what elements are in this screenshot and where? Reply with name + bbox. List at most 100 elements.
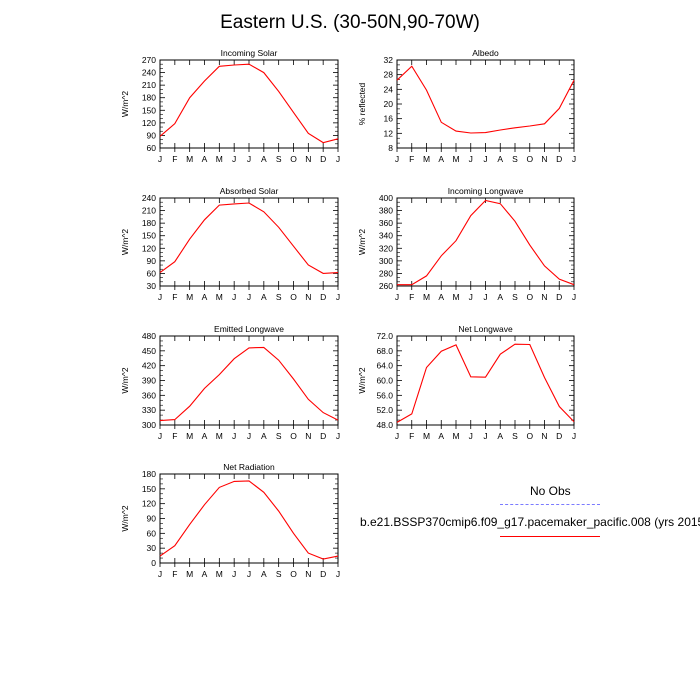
- x-tick-label: J: [247, 292, 251, 302]
- x-tick-label: J: [247, 569, 251, 579]
- y-tick-label: 60: [147, 528, 157, 538]
- x-tick-label: S: [512, 292, 518, 302]
- x-tick-label: M: [186, 569, 193, 579]
- x-tick-label: M: [423, 154, 430, 164]
- y-tick-label: 240: [142, 68, 156, 78]
- y-tick-label: 20: [384, 99, 394, 109]
- x-tick-label: N: [305, 431, 311, 441]
- y-tick-label: 320: [379, 243, 393, 253]
- x-tick-label: A: [261, 569, 267, 579]
- y-tick-label: 56.0: [376, 390, 393, 400]
- y-tick-label: 68.0: [376, 346, 393, 356]
- x-tick-label: A: [202, 569, 208, 579]
- y-tick-label: 64.0: [376, 361, 393, 371]
- y-tick-label: 24: [384, 84, 394, 94]
- y-tick-label: 210: [142, 206, 156, 216]
- x-tick-label: J: [158, 431, 162, 441]
- x-tick-label: J: [232, 431, 236, 441]
- y-tick-label: 270: [142, 55, 156, 65]
- x-tick-label: S: [512, 154, 518, 164]
- y-tick-label: 400: [379, 193, 393, 203]
- y-tick-label: 280: [379, 268, 393, 278]
- x-tick-label: N: [541, 431, 547, 441]
- x-tick-label: M: [452, 431, 459, 441]
- x-tick-label: J: [158, 292, 162, 302]
- panel-title: Net Longwave: [458, 324, 513, 334]
- x-tick-label: O: [526, 154, 533, 164]
- x-tick-label: D: [556, 292, 562, 302]
- chart-panel-6: Net Longwave W/m^2 48.0 52.0 56.0 60.0 64.0 68.…: [357, 324, 576, 441]
- x-tick-label: M: [216, 154, 223, 164]
- x-tick-label: M: [452, 292, 459, 302]
- x-tick-label: J: [232, 292, 236, 302]
- y-tick-label: 210: [142, 80, 156, 90]
- x-tick-label: J: [395, 431, 399, 441]
- y-axis-label: W/m^2: [120, 367, 130, 393]
- y-tick-label: 30: [147, 281, 157, 291]
- y-tick-label: 52.0: [376, 405, 393, 415]
- y-axis-label: W/m^2: [357, 367, 367, 393]
- x-tick-label: M: [216, 569, 223, 579]
- y-axis-label: W/m^2: [120, 505, 130, 531]
- y-tick-label: 150: [142, 231, 156, 241]
- x-tick-label: S: [512, 431, 518, 441]
- y-tick-label: 32: [384, 55, 394, 65]
- x-tick-label: O: [290, 154, 297, 164]
- x-tick-label: J: [483, 154, 487, 164]
- x-tick-label: N: [305, 154, 311, 164]
- y-tick-label: 28: [384, 70, 394, 80]
- y-tick-label: 16: [384, 114, 394, 124]
- series-line: [159, 480, 339, 560]
- x-tick-label: F: [409, 154, 414, 164]
- x-tick-label: J: [483, 431, 487, 441]
- x-tick-label: J: [158, 154, 162, 164]
- y-tick-label: 330: [142, 405, 156, 415]
- x-tick-label: M: [186, 292, 193, 302]
- x-tick-label: A: [261, 154, 267, 164]
- y-tick-label: 0: [151, 558, 156, 568]
- x-tick-label: A: [202, 292, 208, 302]
- y-tick-label: 450: [142, 346, 156, 356]
- x-tick-label: M: [186, 431, 193, 441]
- x-tick-label: M: [216, 292, 223, 302]
- x-tick-label: O: [526, 292, 533, 302]
- plot-frame: [159, 473, 339, 564]
- x-tick-label: A: [497, 292, 503, 302]
- y-axis-label: % reflected: [357, 82, 367, 125]
- y-tick-label: 360: [379, 218, 393, 228]
- x-tick-label: D: [320, 154, 326, 164]
- x-tick-label: J: [572, 431, 576, 441]
- y-axis-label: W/m^2: [120, 229, 130, 255]
- x-tick-label: M: [216, 431, 223, 441]
- x-tick-label: M: [423, 431, 430, 441]
- x-tick-label: A: [202, 431, 208, 441]
- x-tick-label: J: [247, 431, 251, 441]
- y-tick-label: 120: [142, 118, 156, 128]
- y-tick-label: 150: [142, 484, 156, 494]
- y-tick-label: 180: [142, 218, 156, 228]
- x-tick-label: J: [336, 431, 340, 441]
- y-tick-label: 72.0: [376, 331, 393, 341]
- y-axis-label: W/m^2: [357, 229, 367, 255]
- y-tick-label: 60: [147, 268, 157, 278]
- plot-frame: [396, 197, 575, 287]
- y-tick-label: 90: [147, 514, 157, 524]
- x-tick-label: F: [172, 431, 177, 441]
- y-tick-label: 340: [379, 231, 393, 241]
- x-tick-label: D: [320, 292, 326, 302]
- x-tick-label: D: [556, 154, 562, 164]
- y-tick-label: 12: [384, 128, 394, 138]
- x-tick-label: F: [172, 569, 177, 579]
- x-tick-label: M: [423, 292, 430, 302]
- series-line: [159, 63, 339, 144]
- x-tick-label: D: [556, 431, 562, 441]
- x-tick-label: A: [202, 154, 208, 164]
- x-tick-label: J: [469, 431, 473, 441]
- legend-model-label: b.e21.BSSP370cmip6.f09_g17.pacemaker_pac…: [360, 515, 700, 529]
- y-tick-label: 180: [142, 93, 156, 103]
- x-tick-label: N: [305, 292, 311, 302]
- series-line: [159, 346, 339, 422]
